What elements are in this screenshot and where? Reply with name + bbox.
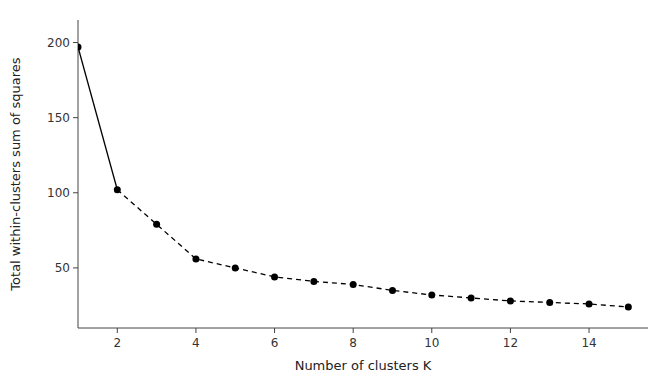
line-segment <box>78 47 117 190</box>
x-tick-label: 8 <box>349 336 357 350</box>
y-axis-line <box>78 20 79 328</box>
x-tick-label: 14 <box>581 336 596 350</box>
point <box>114 186 121 193</box>
point <box>389 287 396 294</box>
x-tick <box>589 328 590 333</box>
x-tick <box>510 328 511 333</box>
x-tick <box>274 328 275 333</box>
point <box>468 294 475 301</box>
chart-container: 2 4 6 8 10 12 14 50 100 150 200 Number of clusters … <box>0 0 672 384</box>
point <box>586 300 593 307</box>
point <box>625 303 632 310</box>
point <box>153 221 160 228</box>
y-tick-label: 50 <box>55 261 70 275</box>
x-tick <box>195 328 196 333</box>
line-segment <box>117 190 628 307</box>
point <box>507 297 514 304</box>
x-tick <box>117 328 118 333</box>
x-tick-label: 10 <box>424 336 439 350</box>
point <box>271 273 278 280</box>
point <box>546 299 553 306</box>
y-tick <box>73 267 78 268</box>
chart: 2 4 6 8 10 12 14 50 100 150 200 Number of clusters … <box>0 0 672 384</box>
y-tick <box>73 117 78 118</box>
x-tick-label: 2 <box>113 336 121 350</box>
x-tick-label: 6 <box>271 336 279 350</box>
x-tick <box>353 328 354 333</box>
y-axis-label: Total within-clusters sum of squares <box>8 57 23 291</box>
x-axis-line <box>78 328 648 329</box>
point <box>78 44 82 51</box>
y-tick-label: 150 <box>47 111 70 125</box>
x-tick-label: 4 <box>192 336 200 350</box>
x-axis-label: Number of clusters K <box>295 358 432 373</box>
point <box>192 255 199 262</box>
point <box>232 264 239 271</box>
point <box>428 291 435 298</box>
plot-area <box>78 44 632 311</box>
point <box>350 281 357 288</box>
y-tick-label: 200 <box>47 36 70 50</box>
y-tick <box>73 192 78 193</box>
point <box>310 278 317 285</box>
y-tick <box>73 42 78 43</box>
x-tick-label: 12 <box>503 336 518 350</box>
x-tick <box>431 328 432 333</box>
y-tick-label: 100 <box>47 186 70 200</box>
